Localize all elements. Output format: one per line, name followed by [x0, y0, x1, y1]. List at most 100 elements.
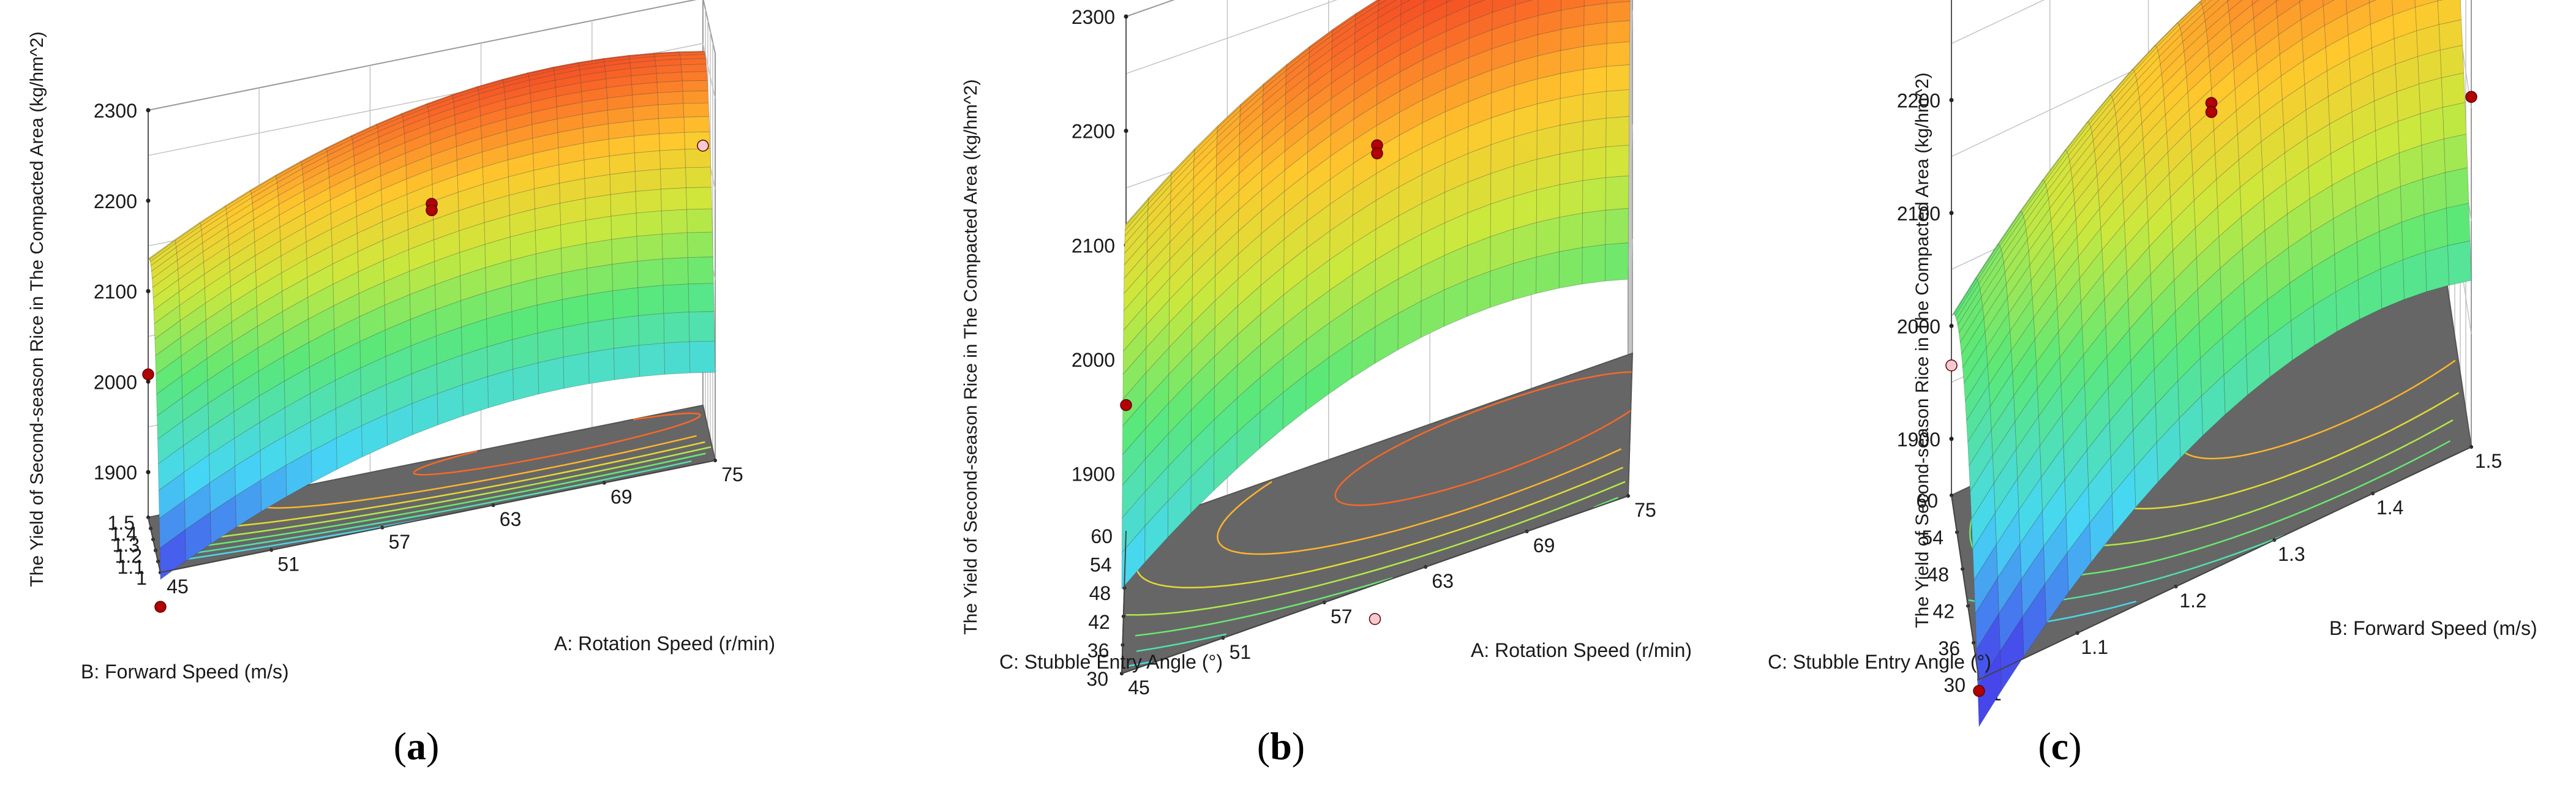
surface-cell	[1977, 650, 2002, 727]
contour-line	[159, 452, 706, 553]
surface-cell	[1582, 118, 1607, 151]
surface-cell	[1237, 210, 1262, 255]
surface-cell	[562, 322, 589, 358]
z-tick-label: 2200	[1072, 121, 1115, 143]
surface-cell	[634, 150, 661, 172]
design-point	[426, 204, 438, 217]
contour-line	[161, 460, 692, 558]
surface-cell	[2160, 41, 2185, 75]
surface-cell	[2073, 161, 2098, 205]
surface-cell	[636, 210, 663, 237]
surface-cell	[2089, 96, 2114, 128]
surface-cell	[1421, 136, 1446, 175]
surface-cell	[2181, 12, 2206, 43]
surface-cell	[633, 133, 660, 154]
surface-cell	[637, 285, 664, 317]
surface-cell	[2056, 256, 2080, 309]
surface-cell	[536, 299, 563, 334]
surface-cell	[2275, 0, 2279, 2]
surface-cell	[1122, 399, 1146, 456]
surface-cell	[2424, 208, 2448, 253]
surface-cell	[628, 53, 655, 59]
surface-cell	[680, 64, 707, 73]
surface-cell	[2289, 267, 2314, 321]
z-tick-label: 2300	[1072, 6, 1115, 28]
surface-cell	[639, 342, 666, 377]
surface-cell	[2263, 182, 2288, 231]
surface-cell	[1378, 0, 1381, 2]
response-surface	[1951, 0, 2472, 727]
surface-cell	[2155, 23, 2180, 48]
surface-cell	[2170, 174, 2195, 224]
surface-cell	[1958, 296, 1983, 343]
surface-cell	[2144, 132, 2168, 177]
surface-cell	[2207, 22, 2232, 56]
surface-cell	[609, 152, 636, 175]
surface-cell	[2161, 51, 2186, 86]
surface-cell	[2169, 151, 2193, 198]
surface-cell	[183, 427, 210, 473]
surface-cell	[2018, 476, 2043, 545]
surface-cell	[1513, 130, 1538, 167]
x-axis-label: A: Rotation Speed (r/min)	[1471, 639, 1692, 661]
contour-line	[1217, 448, 1622, 555]
surface-cell	[2084, 356, 2109, 418]
x-axis-label: A: Rotation Speed (r/min)	[554, 632, 775, 655]
z-tick-mark	[1124, 14, 1128, 19]
surface-cell	[1491, 40, 1515, 70]
surface-cell	[1560, 94, 1584, 126]
surface-cell	[2086, 94, 2111, 123]
surface-cell	[1558, 247, 1583, 289]
surface-cell	[688, 311, 715, 342]
surface-cell	[2191, 129, 2216, 176]
surface-cell	[686, 208, 713, 233]
surface-cell	[2180, 7, 2204, 35]
wall-grid-line	[1951, 0, 2045, 44]
surface-cell	[1237, 233, 1262, 280]
surface-cell	[2121, 156, 2146, 203]
surface-cell	[660, 187, 687, 211]
surface-cell	[561, 294, 588, 328]
surface-cell	[2111, 70, 2136, 101]
x-tick-label: 63	[500, 508, 522, 530]
surface-cell	[2097, 148, 2121, 192]
x-tick-label: 75	[721, 463, 743, 486]
surface-cell	[633, 118, 659, 137]
surface-cell	[2218, 216, 2243, 269]
surface-cell	[2166, 109, 2191, 153]
y-tick-label: 1.1	[118, 556, 145, 578]
surface-cell	[585, 216, 612, 244]
surface-cell	[2243, 263, 2268, 318]
contour-line	[1593, 497, 1619, 509]
surface-cell	[610, 191, 637, 217]
surface-cell	[2268, 320, 2293, 378]
surface-cell	[656, 80, 683, 94]
z-axis-label: The Yield of Second-season Rice in The C…	[27, 31, 47, 587]
surface-cell	[2234, 70, 2259, 111]
surface-cell	[478, 86, 505, 100]
surface-cell	[2267, 282, 2292, 338]
surface-cell	[1490, 263, 1514, 308]
y-axis-label: C: Stubble Entry Angle (°)	[999, 651, 1223, 673]
surface-cell	[2402, 251, 2427, 300]
chart-panel-c: 11.11.21.31.41.5303642485460190020002100…	[1717, 0, 2575, 799]
surface-cell	[1559, 212, 1583, 252]
surface-cell	[1331, 19, 1356, 42]
surface-cell	[2034, 307, 2059, 364]
surface-plot-a: 45 51 57 63 69 75 11.11.21.31.41.5 1900 2000 2100…	[27, 0, 775, 768]
surface-cell	[2087, 94, 2112, 124]
surface-cell	[613, 315, 639, 349]
surface-cell	[2115, 88, 2140, 124]
surface-cell	[2284, 137, 2309, 183]
design-point	[142, 368, 154, 381]
surface-cell	[2258, 75, 2283, 117]
surface-cell	[2151, 279, 2176, 337]
surface-cell	[2255, 17, 2279, 52]
surface-cell	[1283, 173, 1308, 216]
surface-cell	[2064, 449, 2089, 516]
surface-cell	[1466, 271, 1491, 317]
surface-cell	[1444, 212, 1468, 256]
z-tick-label: 2100	[1072, 234, 1115, 257]
surface-cell	[159, 529, 186, 580]
surface-cell	[2156, 418, 2181, 483]
